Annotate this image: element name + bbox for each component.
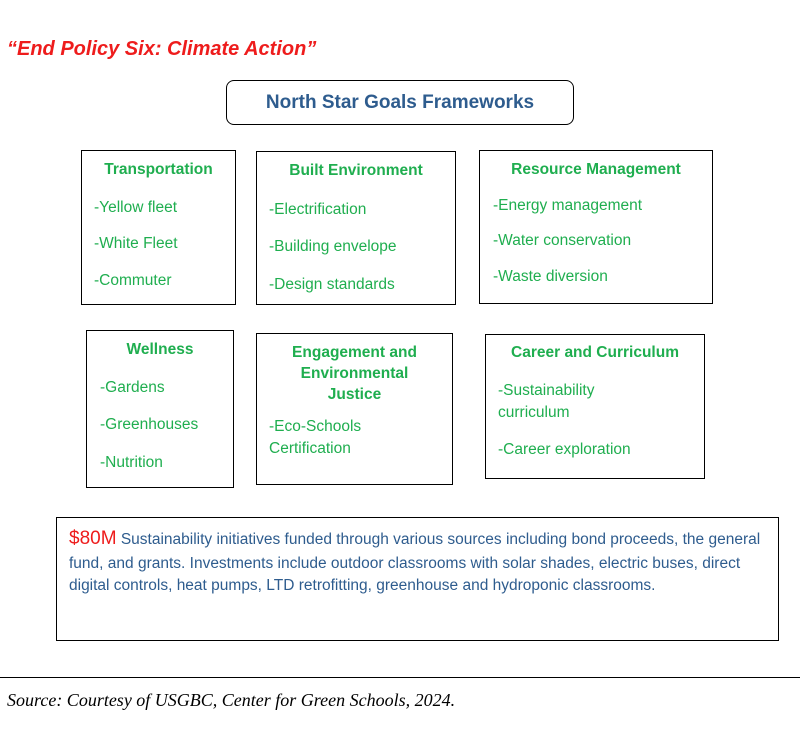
framework-box-transportation: Transportation -Yellow fleet -White Flee…: [81, 150, 236, 305]
list-item: -Building envelope: [269, 238, 397, 256]
list-item: -Gardens: [100, 378, 165, 396]
framework-box-engagement: Engagement and Environmental Justice -Ec…: [256, 333, 453, 485]
list-item: -Waste diversion: [493, 267, 608, 285]
funding-summary: $80M Sustainability initiatives funded t…: [56, 517, 779, 641]
box-title: Career and Curriculum: [511, 344, 679, 361]
funding-amount: $80M: [69, 528, 117, 549]
list-item: -Sustainability curriculum: [498, 381, 595, 422]
list-item: -Eco-Schools Certification: [269, 417, 362, 458]
list-item: -Career exploration: [498, 440, 631, 458]
list-item: -Water conservation: [493, 232, 632, 250]
list-item: -Energy management: [493, 196, 643, 214]
framework-box-built-environment: Built Environment -Electrification -Buil…: [256, 151, 456, 305]
list-item: -White Fleet: [94, 235, 178, 253]
box-title: Engagement and Environmental Justice: [292, 344, 417, 403]
list-item: -Nutrition: [100, 453, 163, 471]
list-item: -Greenhouses: [100, 416, 199, 434]
policy-title: “End Policy Six: Climate Action”: [7, 38, 317, 60]
divider: [0, 677, 800, 678]
funding-description: Sustainability initiatives funded throug…: [69, 531, 761, 594]
source-caption: Source: Courtesy of USGBC, Center for Gr…: [7, 690, 456, 710]
list-item: -Design standards: [269, 275, 395, 293]
list-item: -Yellow fleet: [94, 198, 178, 216]
list-item: -Electrification: [269, 200, 367, 218]
framework-box-wellness: Wellness -Gardens -Greenhouses -Nutritio…: [86, 330, 234, 488]
list-item: -Commuter: [94, 271, 172, 289]
framework-box-career-curriculum: Career and Curriculum -Sustainability cu…: [485, 334, 705, 479]
framework-box-resource-management: Resource Management -Energy management -…: [479, 150, 713, 304]
box-title: Wellness: [126, 341, 194, 358]
box-title: Transportation: [104, 161, 213, 178]
box-title: Built Environment: [289, 162, 423, 179]
box-title: Resource Management: [511, 161, 681, 178]
frameworks-title: North Star Goals Frameworks: [226, 80, 574, 125]
